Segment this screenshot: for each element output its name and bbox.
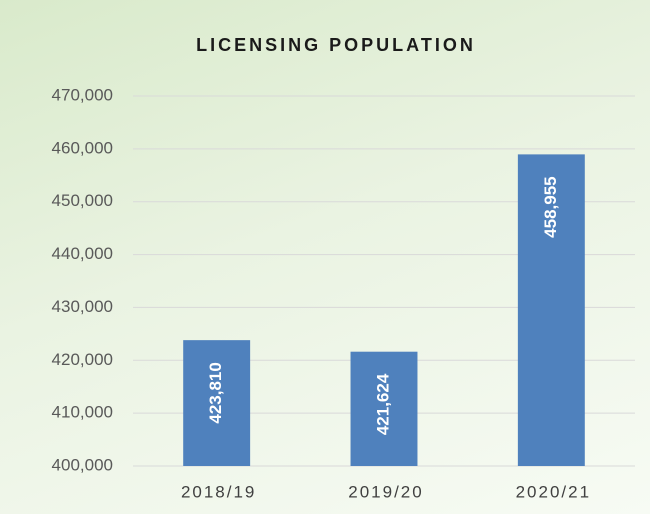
y-tick-label: 460,000 xyxy=(52,138,113,157)
data-label: 421,624 xyxy=(373,373,392,435)
chart-title: LICENSING POPULATION xyxy=(196,35,476,55)
y-tick-label: 400,000 xyxy=(52,455,113,474)
bar xyxy=(350,351,418,466)
y-tick-label: 450,000 xyxy=(52,191,113,210)
y-tick-label: 420,000 xyxy=(52,350,113,369)
bar xyxy=(517,154,585,466)
x-tick-label: 2020/21 xyxy=(516,482,591,501)
x-tick-label: 2018/19 xyxy=(181,482,256,501)
y-tick-label: 470,000 xyxy=(52,85,113,104)
y-tick-label: 440,000 xyxy=(52,244,113,263)
data-label: 458,955 xyxy=(541,176,560,237)
x-tick-label: 2019/20 xyxy=(348,482,423,501)
data-label: 423,810 xyxy=(206,362,225,423)
y-tick-label: 430,000 xyxy=(52,297,113,316)
bar xyxy=(183,340,251,466)
y-tick-label: 410,000 xyxy=(52,403,113,422)
